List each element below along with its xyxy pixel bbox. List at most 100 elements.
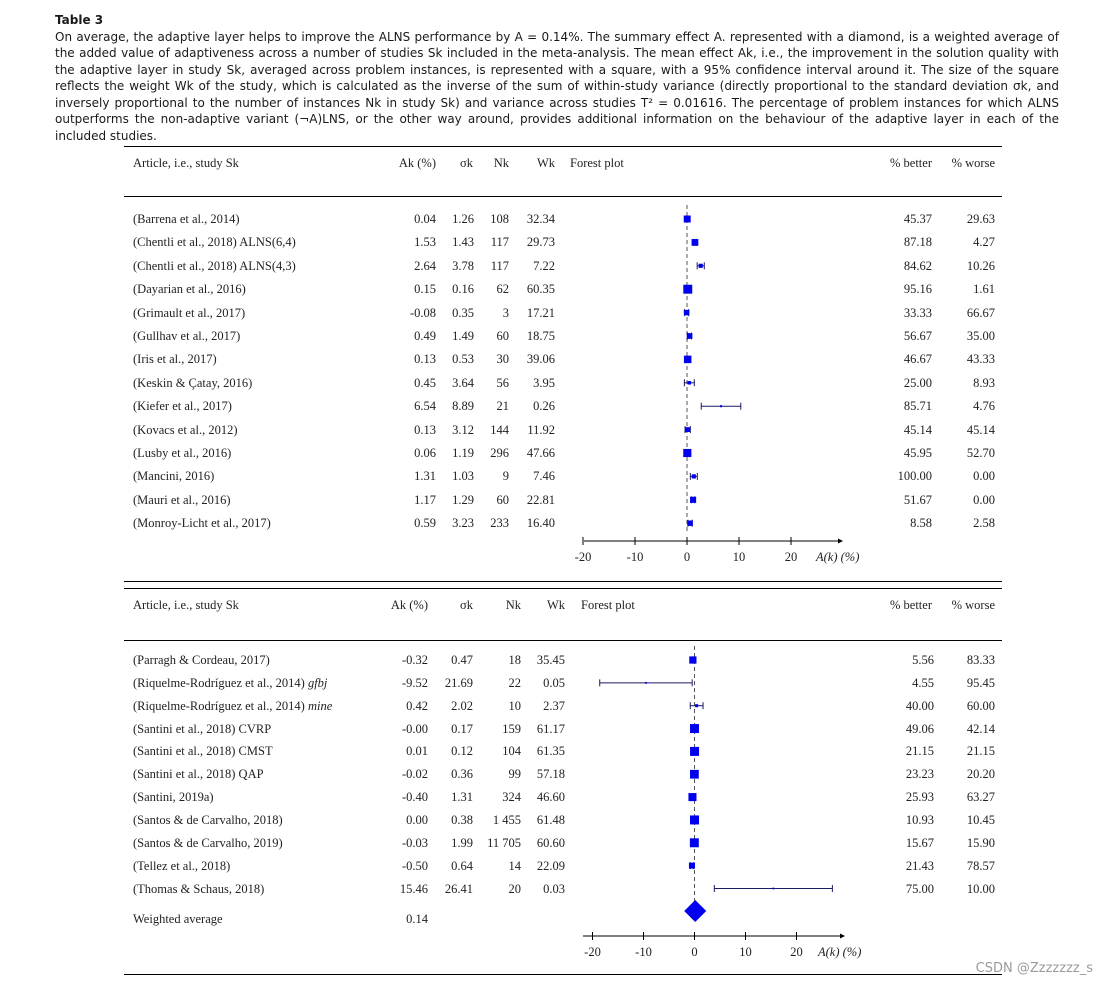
better-cell: 5.56: [912, 653, 934, 667]
better-cell: 84.62: [903, 258, 932, 273]
better-cell: 10.93: [905, 812, 934, 827]
header-worse: % worse: [951, 598, 995, 612]
n-cell: 144: [490, 422, 509, 437]
study-cell: (Santini et al., 2018) QAP: [133, 767, 264, 782]
worse-cell: 10.00: [966, 881, 995, 896]
sigma-cell: 2.02: [451, 698, 473, 713]
better-cell: 85.71: [903, 399, 932, 414]
sigma-cell: 0.47: [451, 653, 473, 667]
worse-cell: 15.90: [966, 835, 995, 850]
n-cell: 60: [496, 492, 510, 507]
effect-square: [683, 448, 692, 458]
worse-cell: 43.33: [966, 352, 995, 367]
ak-cell: 0.06: [414, 446, 436, 460]
w-cell: 47.66: [526, 446, 555, 460]
better-cell: 4.55: [912, 675, 934, 690]
n-cell: 104: [502, 744, 521, 759]
worse-cell: 95.45: [966, 675, 995, 690]
x-axis-label: A(k) (%): [817, 945, 861, 959]
effect-square: [698, 263, 703, 268]
ak-cell: -0.03: [401, 835, 428, 850]
sigma-cell: 21.69: [444, 675, 473, 690]
n-cell: 117: [490, 235, 509, 250]
sigma-cell: 0.36: [451, 767, 473, 782]
study-cell: (Gullhav et al., 2017): [133, 329, 241, 343]
ak-cell: -0.02: [401, 767, 428, 782]
better-cell: 100.00: [897, 469, 932, 484]
study-cell: (Parragh & Cordeau, 2017): [133, 653, 270, 667]
w-cell: 32.34: [526, 212, 555, 226]
effect-square: [683, 309, 690, 316]
n-cell: 99: [508, 767, 522, 782]
effect-square: [689, 656, 697, 664]
w-cell: 39.06: [526, 352, 555, 367]
effect-square: [690, 746, 700, 756]
w-cell: 22.81: [526, 492, 555, 507]
ak-cell: 0.59: [414, 516, 436, 531]
worse-cell: 60.00: [966, 698, 995, 713]
sigma-cell: 1.49: [452, 329, 474, 343]
better-cell: 46.67: [903, 352, 932, 367]
worse-cell: 78.57: [966, 858, 995, 873]
sigma-cell: 1.43: [452, 235, 474, 250]
better-cell: 15.67: [905, 835, 934, 850]
table2-header-rule: [124, 640, 1002, 641]
worse-cell: 29.63: [966, 212, 995, 226]
watermark: CSDN @Zzzzzzz_s: [975, 961, 1093, 976]
effect-square: [690, 724, 699, 734]
better-cell: 95.16: [903, 282, 932, 297]
worse-cell: 83.33: [966, 653, 995, 667]
w-cell: 60.35: [526, 282, 555, 297]
ak-cell: -0.08: [409, 305, 436, 320]
study-cell: (Keskin & Çatay, 2016): [133, 375, 253, 390]
sigma-cell: 1.31: [451, 790, 473, 805]
x-tick-label: 0: [684, 550, 690, 564]
better-cell: 45.37: [903, 212, 932, 226]
study-cell: (Tellez et al., 2018): [133, 858, 231, 873]
ak-cell: 6.54: [414, 399, 436, 414]
sigma-cell: 0.38: [451, 812, 473, 827]
caption-text: On average, the adaptive layer helps to …: [55, 29, 1059, 143]
effect-square: [690, 769, 699, 779]
n-cell: 296: [490, 446, 509, 460]
sigma-cell: 0.12: [451, 744, 473, 759]
better-cell: 21.15: [905, 744, 934, 759]
effect-square: [690, 496, 697, 503]
effect-square: [687, 381, 692, 385]
effect-square: [686, 333, 693, 339]
header-wk: Wk: [536, 156, 555, 170]
w-cell: 16.40: [526, 516, 555, 531]
effect-square: [685, 427, 691, 433]
w-cell: 61.48: [536, 812, 565, 827]
w-cell: 60.60: [536, 835, 565, 850]
header-article: Article, i.e., study Sk: [133, 156, 239, 170]
header-better: % better: [890, 156, 932, 170]
ak-cell: 0.13: [414, 352, 436, 367]
n-cell: 60: [496, 329, 510, 343]
x-axis-arrow: [838, 538, 843, 544]
header-wk: Wk: [546, 598, 565, 612]
effect-square: [690, 815, 699, 825]
n-cell: 117: [490, 258, 509, 273]
sigma-cell: 0.16: [452, 282, 474, 297]
effect-square: [688, 862, 695, 869]
ak-cell: -9.52: [401, 675, 428, 690]
table-label: Table 3: [55, 13, 104, 27]
header-better: % better: [890, 598, 932, 612]
x-tick-label: -20: [575, 550, 592, 564]
worse-cell: 4.27: [973, 235, 995, 250]
w-cell: 2.37: [543, 698, 565, 713]
ak-cell: 1.31: [414, 469, 436, 484]
w-cell: 46.60: [536, 790, 565, 805]
ak-cell: 0.04: [414, 212, 436, 226]
w-cell: 57.18: [536, 767, 565, 782]
worse-cell: 8.93: [973, 375, 995, 390]
study-cell: (Chentli et al., 2018) ALNS(6,4): [133, 235, 296, 250]
table-divider-rule-2: [124, 588, 1002, 589]
study-cell: (Santini, 2019a): [133, 790, 214, 805]
sigma-cell: 1.03: [452, 469, 474, 484]
worse-cell: 45.14: [966, 422, 995, 437]
w-cell: 0.26: [533, 399, 555, 414]
effect-square: [695, 704, 699, 708]
